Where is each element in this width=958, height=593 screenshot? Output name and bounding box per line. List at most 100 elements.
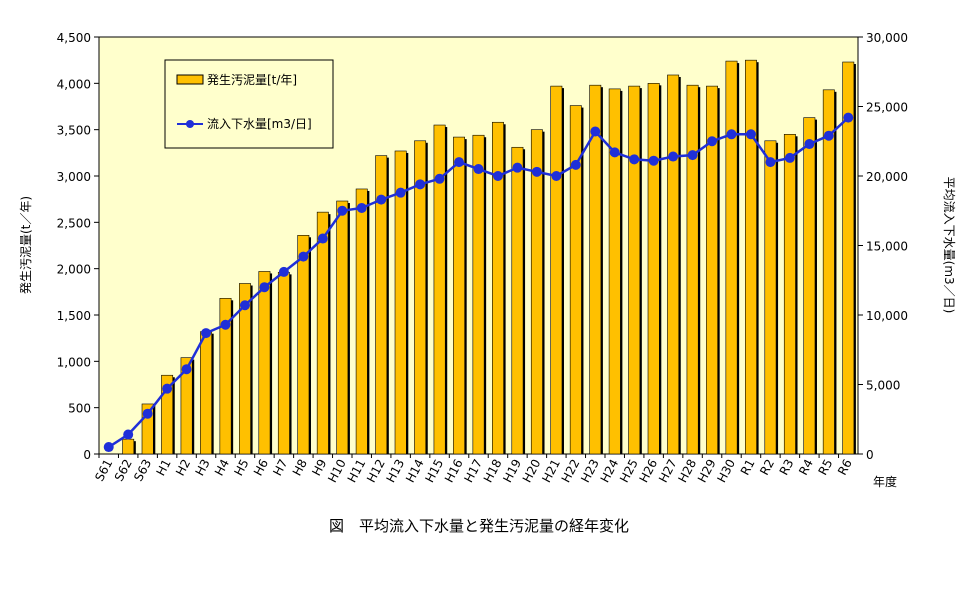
bars — [122, 59, 856, 455]
bar-R4 — [803, 117, 816, 455]
bar-H19 — [511, 146, 524, 455]
x-tick-label: H15 — [422, 457, 446, 485]
right-axis-ticks: 0 5,000 10,000 15,000 20,000 25,000 30,000 — [858, 31, 908, 462]
bar-H25 — [628, 85, 641, 455]
bar-H26 — [647, 83, 660, 455]
line-point-H5 — [239, 300, 250, 311]
left-tick-label: 2,500 — [57, 216, 91, 230]
x-tick-label: R1 — [738, 457, 758, 478]
bar-H12 — [375, 155, 388, 455]
bar-H24 — [608, 88, 621, 455]
line-point-R2 — [765, 157, 776, 168]
line-point-H3 — [201, 328, 212, 339]
left-tick-label: 4,000 — [57, 77, 91, 91]
x-tick-label: H26 — [637, 457, 661, 485]
bar-H23 — [589, 84, 602, 455]
line-point-H24 — [609, 147, 620, 158]
line-point-H11 — [356, 202, 367, 213]
line-point-H23 — [590, 126, 601, 137]
bar-H14 — [414, 140, 427, 455]
bar-H22 — [569, 105, 582, 455]
line-point-H28 — [687, 150, 698, 161]
x-tick-label: H3 — [192, 457, 212, 478]
right-tick-label: 15,000 — [866, 240, 908, 254]
bar-R3 — [783, 134, 796, 455]
x-tick-label: H4 — [212, 457, 232, 478]
x-tick-label: H22 — [559, 457, 583, 485]
line-point-S62 — [123, 429, 134, 440]
x-tick-label: H14 — [403, 457, 427, 485]
line-point-S63 — [142, 408, 153, 419]
right-axis-label: 平均流入下水量(m3／日) — [942, 177, 956, 314]
line-point-H17 — [473, 164, 484, 175]
x-tick-label: H24 — [598, 457, 622, 485]
x-tick-label: H25 — [617, 457, 641, 485]
bar-S63 — [141, 403, 154, 455]
line-point-H25 — [629, 154, 640, 165]
x-tick-label: H6 — [251, 457, 271, 478]
x-tick-label: H11 — [345, 457, 369, 485]
bar-H2 — [180, 357, 193, 455]
line-point-H30 — [726, 129, 737, 140]
bar-H9 — [316, 211, 329, 455]
bar-H28 — [686, 84, 699, 455]
line-point-R4 — [804, 139, 815, 150]
x-tick-label: H9 — [309, 457, 329, 478]
legend-bar-swatch — [176, 74, 204, 85]
bar-H20 — [530, 129, 543, 455]
line-point-R6 — [843, 112, 854, 123]
line-point-H29 — [707, 136, 718, 147]
x-tick-label: H10 — [325, 457, 349, 485]
line-point-H12 — [376, 194, 387, 205]
bar-H3 — [200, 331, 212, 455]
bar-H16 — [453, 136, 465, 455]
line-point-H10 — [337, 205, 348, 216]
x-tick-label: H8 — [290, 457, 310, 478]
line-point-R5 — [823, 130, 834, 141]
x-tick-label: H27 — [656, 457, 680, 485]
x-tick-label: H21 — [539, 457, 563, 485]
x-tick-label: H17 — [461, 457, 485, 485]
left-tick-label: 3,500 — [57, 124, 91, 138]
right-tick-label: 5,000 — [866, 379, 900, 393]
left-tick-label: 1,500 — [57, 309, 91, 323]
line-point-H1 — [162, 383, 173, 394]
line-point-R3 — [784, 152, 795, 163]
line-point-H14 — [415, 179, 426, 190]
bar-H29 — [706, 85, 718, 455]
legend-bar-label: 発生汚泥量[t/年] — [207, 73, 297, 87]
line-point-H13 — [395, 187, 406, 198]
line-point-H26 — [648, 155, 659, 166]
x-tick-label: H7 — [270, 457, 290, 478]
bar-H13 — [394, 150, 407, 455]
x-tick-label: H30 — [714, 457, 738, 485]
x-tick-label: H18 — [481, 457, 505, 485]
right-tick-label: 25,000 — [866, 101, 908, 115]
bar-S62 — [122, 438, 135, 455]
line-series — [103, 112, 854, 453]
bar-R6 — [842, 61, 855, 455]
bar-H4 — [219, 298, 232, 455]
left-axis-ticks: 0 500 1,000 1,500 2,000 2,500 3,000 3,500 4,000 4… — [57, 31, 99, 462]
line-point-H9 — [317, 233, 328, 244]
right-tick-label: 0 — [866, 448, 874, 462]
bar-H5 — [239, 283, 251, 455]
x-tick-label: H1 — [154, 457, 174, 478]
x-tick-label: H16 — [442, 457, 466, 485]
bar-H30 — [725, 60, 738, 455]
bar-H10 — [336, 200, 349, 455]
left-tick-label: 2,000 — [57, 263, 91, 277]
x-tick-label: H23 — [578, 457, 602, 485]
line-point-H20 — [531, 166, 542, 177]
bar-H21 — [550, 85, 563, 455]
right-tick-label: 30,000 — [866, 31, 908, 45]
line-point-H6 — [259, 282, 270, 293]
x-tick-label: H28 — [675, 457, 699, 485]
line-point-H19 — [512, 162, 523, 173]
line-point-S61 — [103, 442, 114, 453]
left-tick-label: 1,000 — [57, 355, 91, 369]
left-tick-label: 4,500 — [57, 31, 91, 45]
bar-H6 — [258, 271, 271, 455]
